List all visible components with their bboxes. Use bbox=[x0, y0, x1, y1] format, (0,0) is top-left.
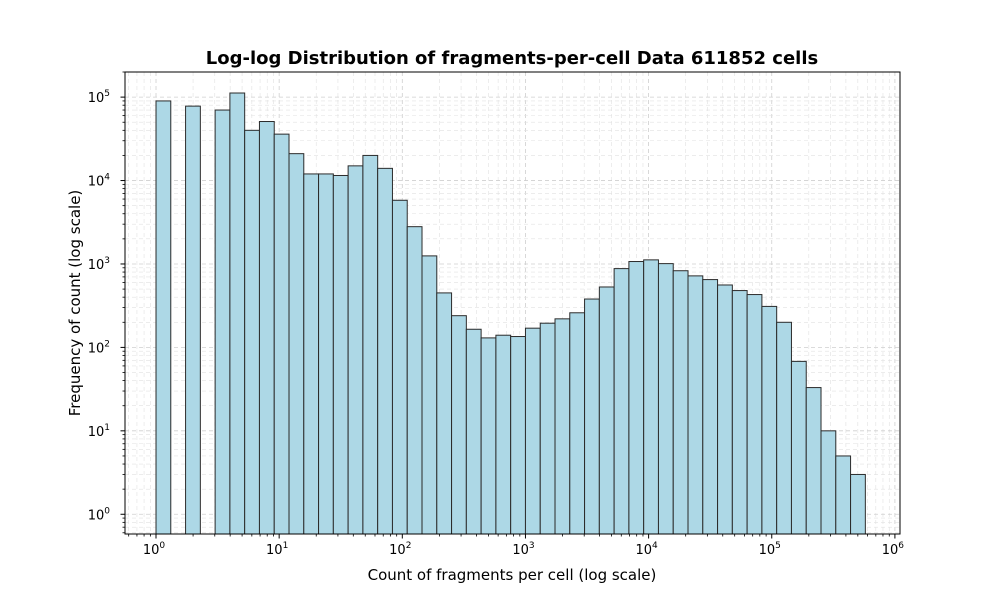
histogram-bar bbox=[303, 173, 320, 535]
histogram-bar bbox=[273, 133, 290, 535]
histogram-bar bbox=[643, 259, 659, 535]
histogram-bar bbox=[820, 430, 837, 535]
histogram-bar bbox=[805, 387, 822, 535]
x-tick-label: 101 bbox=[266, 541, 288, 558]
histogram-bar bbox=[391, 199, 408, 535]
y-tick-label: 101 bbox=[88, 423, 110, 440]
y-tick-label: 102 bbox=[88, 339, 110, 356]
histogram-bar bbox=[258, 121, 275, 535]
y-tick-label: 100 bbox=[88, 506, 111, 523]
histogram-bar bbox=[362, 154, 379, 535]
x-axis-label: Count of fragments per cell (log scale) bbox=[368, 566, 657, 584]
histogram-bar bbox=[495, 334, 512, 535]
chart-title: Log-log Distribution of fragments-per-ce… bbox=[206, 48, 818, 69]
histogram-bar bbox=[657, 263, 674, 535]
histogram-bar bbox=[244, 129, 260, 535]
y-axis-label: Frequency of count (log scale) bbox=[66, 190, 84, 417]
histogram-bar bbox=[702, 279, 719, 535]
histogram-bar bbox=[850, 473, 866, 535]
x-tick-label: 106 bbox=[882, 541, 905, 558]
histogram-bar bbox=[790, 360, 807, 535]
histogram-bar bbox=[628, 261, 645, 535]
histogram-bar bbox=[288, 153, 305, 535]
plot-frame bbox=[124, 71, 901, 535]
bars bbox=[155, 92, 866, 535]
x-tick-label: 102 bbox=[389, 541, 411, 558]
histogram-bar bbox=[569, 312, 586, 535]
histogram-bar bbox=[687, 275, 704, 535]
histogram-bar bbox=[835, 455, 852, 535]
histogram-bar bbox=[510, 336, 526, 535]
y-tick-label: 103 bbox=[88, 256, 110, 273]
histogram-bar bbox=[731, 290, 748, 535]
y-tick-label: 105 bbox=[88, 89, 110, 106]
histogram-bar bbox=[554, 318, 571, 535]
histogram-bar bbox=[761, 305, 778, 535]
histogram-bar bbox=[539, 322, 556, 535]
y-tick-label: 104 bbox=[88, 173, 111, 190]
histogram-bar bbox=[598, 286, 615, 535]
ticks: 100 101 102 103 104 105 106 100 101 102 103 104 105 bbox=[88, 71, 905, 558]
histogram-bar bbox=[406, 226, 423, 535]
histogram-bar bbox=[347, 165, 364, 535]
histogram-bar bbox=[524, 327, 541, 535]
histogram-bar bbox=[436, 292, 453, 535]
histogram-bar bbox=[155, 100, 172, 535]
histogram-bar bbox=[332, 174, 349, 535]
histogram-bar bbox=[717, 284, 733, 535]
x-tick-label: 103 bbox=[512, 541, 534, 558]
histogram-bar bbox=[214, 109, 231, 535]
x-tick-label: 105 bbox=[759, 541, 781, 558]
histogram-bar bbox=[613, 268, 630, 535]
histogram-bar bbox=[377, 167, 393, 535]
x-tick-label: 104 bbox=[635, 541, 658, 558]
histogram-bar bbox=[421, 255, 438, 535]
histogram-bar bbox=[480, 337, 497, 535]
histogram-bar bbox=[451, 315, 467, 535]
histogram-bar bbox=[465, 328, 482, 535]
histogram-bar bbox=[229, 92, 246, 535]
histogram-bar bbox=[318, 173, 334, 535]
histogram-bar bbox=[584, 298, 600, 535]
x-tick-label: 100 bbox=[143, 541, 166, 558]
histogram-bar bbox=[672, 270, 689, 535]
histogram-bar bbox=[185, 105, 201, 535]
histogram-bar bbox=[776, 321, 792, 535]
histogram-bar bbox=[746, 294, 763, 535]
